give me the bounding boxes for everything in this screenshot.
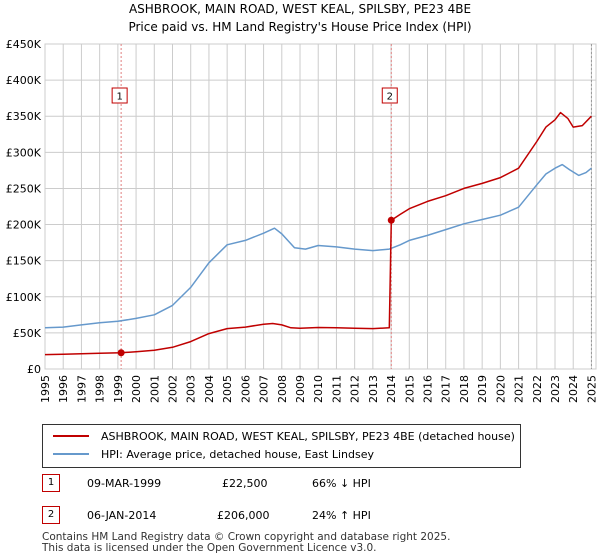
y-tick-label: £0 — [27, 363, 41, 376]
property-price-line — [44, 111, 592, 356]
legend-label-hpi: HPI: Average price, detached house, East… — [101, 447, 375, 461]
sale-badge-2: 2 — [42, 506, 60, 524]
sale-date-1: 09-MAR-1999 — [87, 477, 162, 490]
x-tick-label: 2021 — [513, 375, 526, 403]
x-tick-label: 2010 — [312, 375, 325, 403]
y-axis-labels: £0 £50K £100K £150K £200K £250K £300K £350K £400… — [6, 38, 42, 376]
y-tick-label: £50K — [13, 327, 42, 340]
x-tick-label: 2006 — [239, 375, 252, 403]
x-tick-label: 2002 — [167, 375, 180, 403]
x-tick-label: 2019 — [476, 375, 489, 403]
hpi-line — [44, 163, 592, 329]
x-tick-label: 1997 — [75, 375, 88, 403]
y-tick-label: £350K — [6, 110, 42, 123]
legend: ASHBROOK, MAIN ROAD, WEST KEAL, SPILSBY,… — [42, 424, 521, 468]
sale-point — [387, 216, 395, 224]
legend-item-hpi: HPI: Average price, detached house, East… — [53, 447, 374, 461]
sale-marker-box — [111, 87, 128, 104]
sale-date-2: 06-JAN-2014 — [87, 509, 157, 522]
sale-points — [117, 216, 395, 357]
sale-marker-box — [381, 87, 398, 104]
legend-swatch-hpi — [53, 453, 89, 455]
x-tick-label: 2008 — [276, 375, 289, 403]
series-lines — [44, 111, 592, 356]
x-tick-label: 2009 — [294, 375, 307, 403]
x-tick-label: 2011 — [330, 375, 343, 403]
price-chart: £0 £50K £100K £150K £200K £250K £300K £350K £400… — [6, 38, 599, 403]
x-tick-label: 2013 — [367, 375, 380, 403]
sale-price-1: £22,500 — [222, 477, 268, 490]
y-tick-label: £450K — [6, 38, 42, 51]
x-tick-label: 2007 — [258, 375, 271, 403]
x-tick-label: 1999 — [112, 375, 125, 403]
x-tick-label: 2012 — [349, 375, 362, 403]
x-tick-label: 2015 — [403, 375, 416, 403]
sale-hpi-1: 66% ↓ HPI — [312, 477, 371, 490]
x-tick-label: 1998 — [94, 375, 107, 403]
footer-licence: This data is licensed under the Open Gov… — [42, 542, 377, 554]
legend-label-property: ASHBROOK, MAIN ROAD, WEST KEAL, SPILSBY,… — [101, 429, 515, 443]
y-tick-label: £200K — [6, 219, 42, 232]
footer-copyright: Contains HM Land Registry data © Crown c… — [42, 531, 451, 543]
x-tick-label: 2024 — [567, 375, 580, 403]
sale-marker-label: 1 — [116, 92, 122, 103]
x-tick-label: 2020 — [494, 375, 507, 403]
chart-subtitle: Price paid vs. HM Land Registry's House … — [128, 20, 472, 34]
x-tick-label: 1995 — [39, 375, 52, 403]
x-tick-label: 2016 — [422, 375, 435, 403]
sale-point — [117, 349, 125, 357]
sale-hpi-2: 24% ↑ HPI — [312, 509, 371, 522]
x-tick-label: 2023 — [549, 375, 562, 403]
y-tick-label: £150K — [6, 255, 42, 268]
x-tick-label: 2017 — [440, 375, 453, 403]
x-tick-label: 1996 — [57, 375, 70, 403]
chart-title: ASHBROOK, MAIN ROAD, WEST KEAL, SPILSBY,… — [128, 2, 472, 16]
x-tick-label: 2005 — [221, 375, 234, 403]
x-tick-label: 2022 — [531, 375, 544, 403]
y-tick-label: £100K — [6, 291, 42, 304]
x-tick-label: 2004 — [203, 375, 216, 403]
legend-item-property: ASHBROOK, MAIN ROAD, WEST KEAL, SPILSBY,… — [53, 429, 515, 443]
legend-swatch-property — [53, 435, 89, 437]
sale-price-2: £206,000 — [217, 509, 270, 522]
x-axis-labels: 1995 1996 1997 1998 1999 2000 2001 2002 2003 2004… — [39, 375, 598, 403]
x-tick-label: 2001 — [148, 375, 161, 403]
sale-marker-label: 2 — [387, 92, 393, 103]
x-tick-label: 2000 — [130, 375, 143, 403]
plot-area — [44, 43, 597, 370]
x-tick-label: 2018 — [458, 375, 471, 403]
sale-badge-1: 1 — [42, 474, 60, 492]
x-tick-label: 2025 — [585, 375, 598, 403]
y-tick-label: £400K — [6, 74, 42, 87]
y-tick-label: £300K — [6, 146, 42, 159]
y-tick-label: £250K — [6, 182, 42, 195]
x-tick-label: 2014 — [385, 375, 398, 403]
x-tick-label: 2003 — [185, 375, 198, 403]
